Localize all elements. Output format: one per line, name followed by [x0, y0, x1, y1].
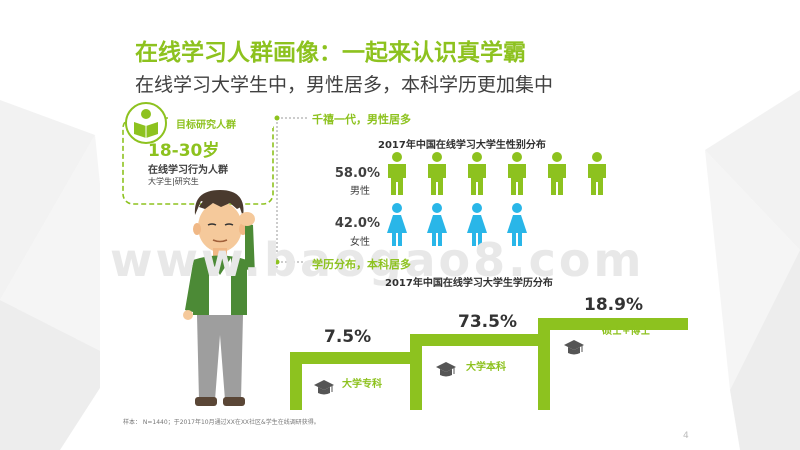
reading-icon	[125, 102, 167, 144]
footnote: 样本： N=1440；于2017年10月通过XX在XX社区&学生在线调研获得。	[123, 419, 320, 426]
education-chart-title: 2017年中国在线学习大学生学历分布	[385, 278, 553, 289]
students-text: 大学生|研究生	[148, 177, 199, 186]
female-person-icon	[507, 203, 527, 246]
male-icon-row	[388, 152, 606, 195]
male-person-icon	[508, 152, 526, 195]
page-subtitle: 在线学习大学生中，男性居多，本科学历更加集中	[135, 74, 554, 96]
male-person-icon	[388, 152, 406, 195]
female-percent: 42.0%	[334, 216, 380, 231]
female-person-icon	[467, 203, 487, 246]
female-person-icon	[387, 203, 407, 246]
behavior-text: 在线学习行为人群	[148, 165, 228, 176]
step-bar	[410, 334, 538, 410]
watermark: www.baogao8.com	[110, 233, 645, 287]
gender-chart-title: 2017年中国在线学习大学生性别分布	[378, 140, 546, 151]
age-range: 18-30岁	[148, 141, 220, 161]
thinking-man-illustration	[183, 190, 255, 406]
step-value-label: 18.9%	[584, 295, 643, 315]
step-bar	[290, 352, 410, 410]
male-person-icon	[428, 152, 446, 195]
step-value-label: 73.5%	[458, 312, 517, 332]
step-category-label: 大学本科	[466, 360, 506, 373]
male-label: 男性	[350, 186, 370, 197]
graduation-cap-icon	[314, 380, 334, 395]
graduation-cap-icon	[436, 362, 456, 377]
page-title: 在线学习人群画像：一起来认识真学霸	[135, 40, 526, 66]
step-shapes	[290, 318, 688, 410]
divider-lines	[274, 115, 307, 268]
female-person-icon	[427, 203, 447, 246]
step-value-label: 7.5%	[324, 327, 371, 347]
male-person-icon	[548, 152, 566, 195]
education-step-chart: 7.5% 73.5% 18.9% 大学专科 大学本科 硕士+博士	[290, 295, 688, 410]
step-bar	[538, 318, 688, 410]
step-category-label: 硕士+博士	[602, 324, 650, 337]
male-person-icon	[588, 152, 606, 195]
female-label: 女性	[350, 237, 370, 248]
female-icon-row	[387, 203, 527, 246]
step-category-label: 大学专科	[342, 377, 382, 390]
page-number: 4	[683, 431, 689, 441]
graduation-cap-icon	[564, 340, 584, 355]
male-percent: 58.0%	[334, 166, 380, 181]
education-section-heading: 学历分布，本科居多	[312, 258, 411, 271]
male-person-icon	[468, 152, 486, 195]
gender-section-heading: 千禧一代，男性居多	[312, 113, 411, 126]
target-label: 目标研究人群	[176, 120, 236, 131]
